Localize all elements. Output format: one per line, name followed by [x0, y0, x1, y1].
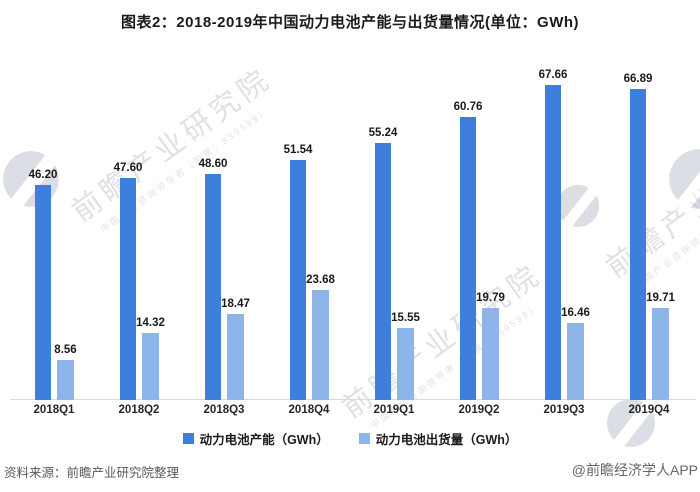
bar-shipment-2018Q4: [312, 290, 329, 400]
x-tick-2018Q3: 2018Q3: [203, 404, 245, 416]
x-tick-2018Q1: 2018Q1: [33, 404, 75, 416]
value-label-capacity-2018Q2: 47.60: [113, 162, 143, 174]
legend: 动力电池产能（GWh） 动力电池出货量（GWh）: [0, 429, 700, 448]
bar-capacity-2019Q4: [630, 89, 646, 400]
bar-shipment-2018Q2: [142, 333, 159, 400]
value-label-shipment-2019Q2: 19.79: [476, 292, 505, 304]
value-label-capacity-2019Q1: 55.24: [368, 127, 398, 139]
bar-shipment-2019Q3: [567, 323, 584, 400]
legend-swatch-capacity-icon: [182, 433, 194, 444]
legend-swatch-shipment-icon: [358, 433, 370, 444]
bar-shipment-2018Q1: [57, 360, 74, 400]
value-label-shipment-2018Q1: 8.56: [54, 344, 77, 356]
x-tick-2018Q4: 2018Q4: [288, 404, 330, 416]
chart-title: 图表2：2018-2019年中国动力电池产能与出货量情况(单位：GWh): [120, 14, 580, 31]
bar-shipment-2018Q3: [227, 314, 244, 400]
value-label-capacity-2018Q4: 51.54: [283, 144, 313, 156]
value-label-shipment-2019Q3: 16.46: [561, 307, 590, 319]
bar-capacity-2018Q2: [120, 178, 136, 400]
value-label-capacity-2018Q1: 46.20: [28, 169, 58, 181]
bar-capacity-2018Q4: [290, 160, 306, 400]
legend-item-shipment: 动力电池出货量（GWh）: [358, 429, 518, 448]
value-label-capacity-2019Q4: 66.89: [623, 73, 653, 85]
x-axis-labels: 2018Q1 2018Q2 2018Q3 2018Q4 2019Q1 2019Q2 2019…: [0, 404, 700, 420]
value-label-shipment-2018Q2: 14.32: [136, 317, 165, 329]
x-tick-2019Q1: 2019Q1: [373, 404, 415, 416]
bar-shipment-2019Q1: [397, 328, 414, 400]
bar-capacity-2018Q3: [205, 174, 221, 400]
value-label-capacity-2019Q3: 67.66: [538, 69, 568, 81]
bar-capacity-2019Q3: [545, 85, 561, 400]
credit-note: @前瞻经济学人APP: [571, 462, 698, 478]
bar-capacity-2019Q1: [375, 143, 391, 400]
value-label-shipment-2018Q4: 23.68: [306, 274, 335, 286]
legend-item-capacity: 动力电池产能（GWh）: [182, 429, 329, 448]
x-tick-2019Q2: 2019Q2: [458, 404, 500, 416]
bar-capacity-2019Q2: [460, 117, 476, 400]
value-label-capacity-2018Q3: 48.60: [198, 158, 228, 170]
value-label-capacity-2019Q2: 60.76: [453, 101, 483, 113]
legend-label-capacity: 动力电池产能（GWh）: [199, 433, 329, 447]
value-label-shipment-2019Q4: 19.71: [646, 292, 675, 304]
bar-shipment-2019Q4: [652, 308, 669, 400]
value-label-shipment-2019Q1: 15.55: [391, 312, 420, 324]
source-note: 资料来源：前瞻产业研究院整理: [4, 466, 180, 480]
bar-capacity-2018Q1: [35, 185, 51, 400]
bar-shipment-2019Q2: [482, 308, 499, 400]
x-tick-2019Q3: 2019Q3: [543, 404, 585, 416]
x-tick-2019Q4: 2019Q4: [628, 404, 670, 416]
legend-label-shipment: 动力电池出货量（GWh）: [375, 433, 518, 447]
x-tick-2018Q2: 2018Q2: [118, 404, 160, 416]
x-axis-line: [10, 399, 696, 400]
value-label-shipment-2018Q3: 18.47: [221, 298, 250, 310]
plot-area: 46.20 8.56 47.60 14.32 48.60 18.47 51.54 23.68 5…: [0, 60, 700, 400]
